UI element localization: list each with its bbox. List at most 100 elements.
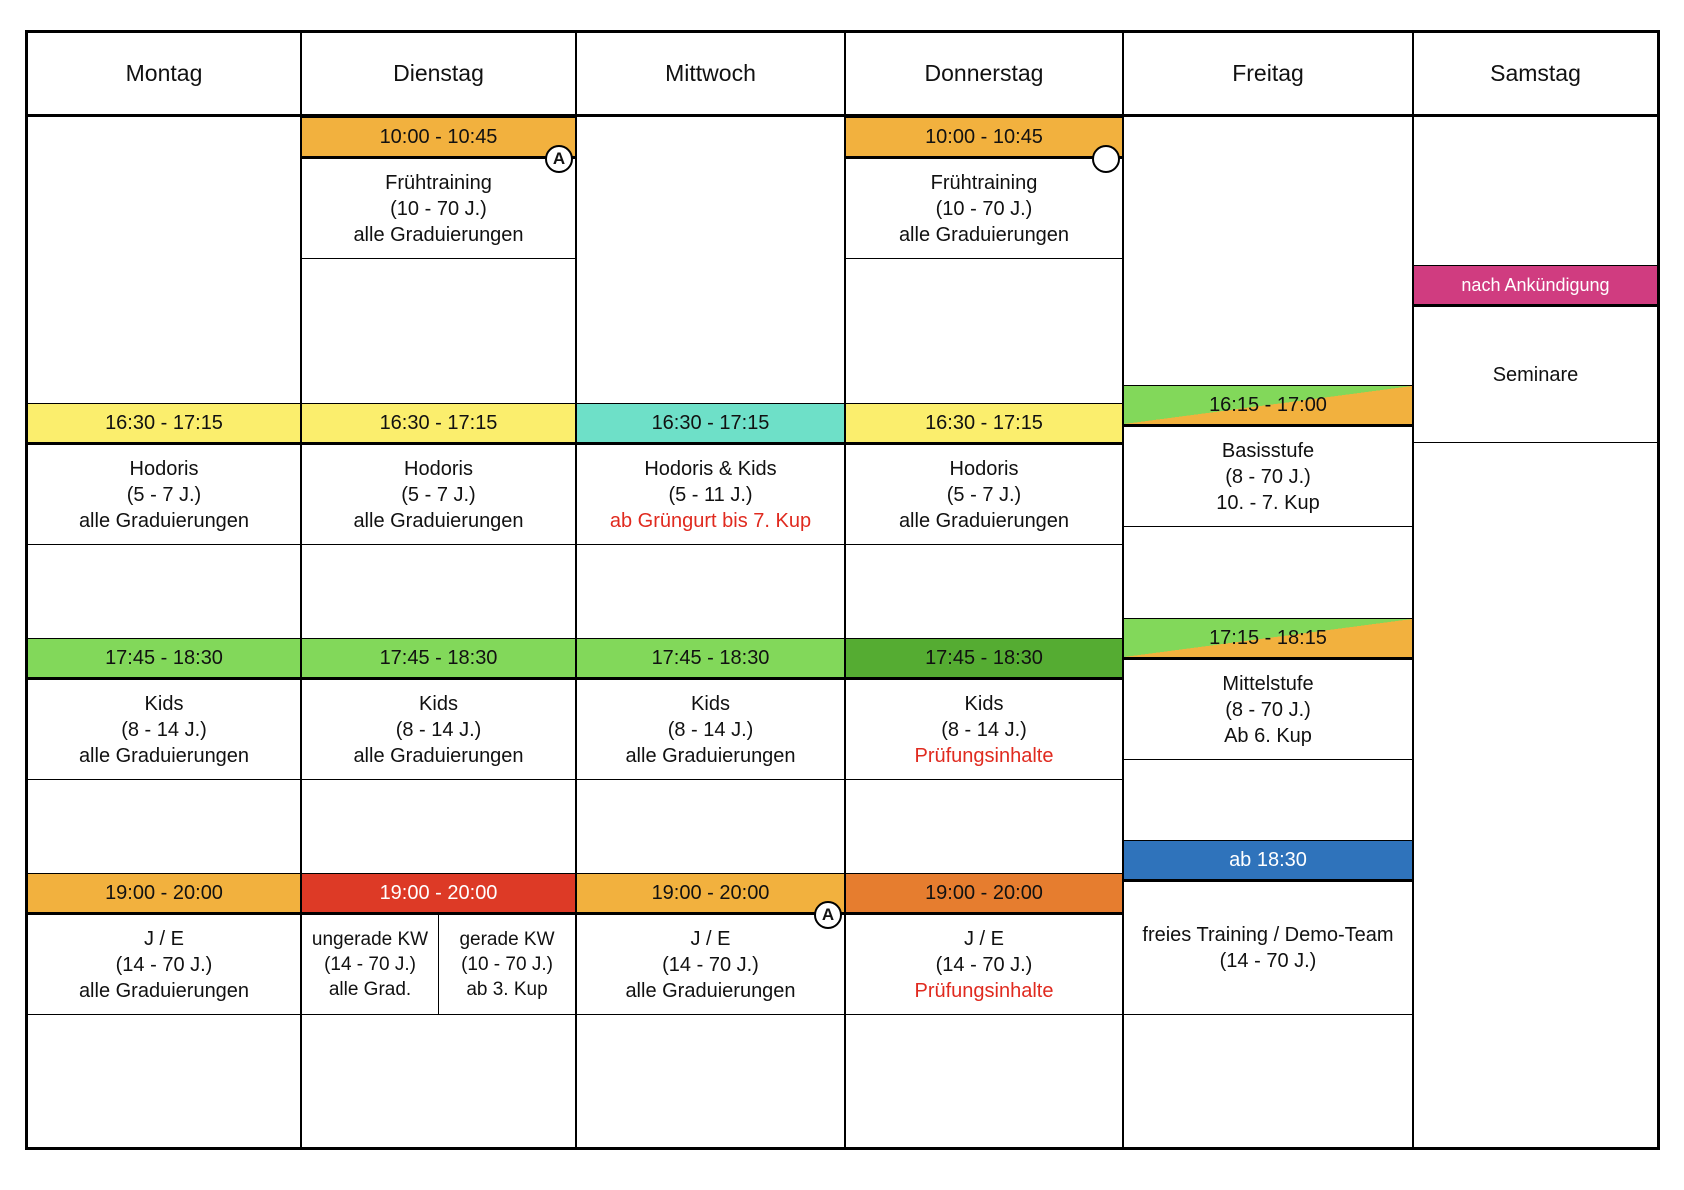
class-info: Hodoris (5 - 7 J.) alle Graduierungen xyxy=(28,445,300,545)
a-badge-icon: A xyxy=(814,901,842,929)
time-slot: 16:30 - 17:15 xyxy=(577,403,844,445)
class-info: Hodoris (5 - 7 J.) alle Graduierungen xyxy=(302,445,575,545)
class-level: alle Graduierungen xyxy=(625,979,796,1002)
time-slot: 10:00 - 10:45 xyxy=(302,117,575,159)
time-slot: 16:30 - 17:15 xyxy=(28,403,300,445)
weekly-schedule-table: Montag 16:30 - 17:15 Hodoris (5 - 7 J.) … xyxy=(25,30,1660,1150)
class-level: alle Graduierungen xyxy=(353,223,524,246)
class-level: alle Graduierungen xyxy=(78,979,250,1002)
class-age: (5 - 7 J.) xyxy=(401,483,476,506)
class-info: freies Training / Demo-Team (14 - 70 J.) xyxy=(1124,882,1412,1015)
class-level: alle Graduierungen xyxy=(625,744,796,767)
a-badge-icon: A xyxy=(545,145,573,173)
time-slot: 16:30 - 17:15 xyxy=(846,403,1122,445)
class-title: Hodoris & Kids xyxy=(644,457,777,480)
class-title: gerade KW xyxy=(459,929,555,950)
column-samstag: Samstag nach Ankündigung Seminare xyxy=(1414,33,1657,1147)
class-age: (8 - 14 J.) xyxy=(121,718,207,741)
class-info: Frühtraining (10 - 70 J.) alle Graduieru… xyxy=(302,159,575,259)
class-title: Frühtraining xyxy=(385,171,492,194)
day-header: Donnerstag xyxy=(846,33,1122,117)
class-title: Kids xyxy=(144,692,184,715)
class-age: (10 - 70 J.) xyxy=(935,197,1033,220)
class-title: Kids xyxy=(419,692,458,715)
class-info: Basisstufe (8 - 70 J.) 10. - 7. Kup xyxy=(1124,427,1412,527)
time-slot: 10:00 - 10:45 xyxy=(846,117,1122,159)
class-level: alle Graduierungen xyxy=(353,509,524,532)
time-slot: nach Ankündigung xyxy=(1414,265,1657,307)
class-age: (14 - 70 J.) xyxy=(662,953,759,976)
class-title: Hodoris xyxy=(949,457,1019,480)
class-level: Prüfungsinhalte xyxy=(914,744,1054,767)
time-slot: 17:45 - 18:30 xyxy=(577,638,844,680)
time-slot: 16:30 - 17:15 xyxy=(302,403,575,445)
class-age: (8 - 70 J.) xyxy=(1225,465,1311,488)
class-age: (5 - 11 J.) xyxy=(668,483,753,506)
class-age: (10 - 70 J.) xyxy=(461,954,553,975)
column-dienstag: Dienstag 10:00 - 10:45 A Frühtraining (1… xyxy=(302,33,577,1147)
class-age: (14 - 70 J.) xyxy=(324,954,416,975)
class-info: Mittelstufe (8 - 70 J.) Ab 6. Kup xyxy=(1124,660,1412,760)
time-slot: 19:00 - 20:00 xyxy=(846,873,1122,915)
class-level: alle Graduierungen xyxy=(78,509,250,532)
class-age: (8 - 14 J.) xyxy=(395,718,482,741)
class-title: ungerade KW xyxy=(311,929,429,950)
odd-week-info: ungerade KW (14 - 70 J.) alle Grad. xyxy=(302,915,439,1014)
day-header: Dienstag xyxy=(302,33,575,117)
class-age: (14 - 70 J.) xyxy=(1219,950,1317,972)
time-slot: 19:00 - 20:00 xyxy=(28,873,300,915)
day-header: Mittwoch xyxy=(577,33,844,117)
class-title: Frühtraining xyxy=(930,171,1038,194)
class-level: ab Grüngurt bis 7. Kup xyxy=(609,509,812,532)
class-age: (14 - 70 J.) xyxy=(115,953,213,976)
class-info: J / E (14 - 70 J.) alle Graduierungen xyxy=(577,915,844,1015)
column-donnerstag: Donnerstag 10:00 - 10:45 Frühtraining (1… xyxy=(846,33,1124,1147)
class-title: freies Training / Demo-Team xyxy=(1142,924,1394,946)
class-title: J / E xyxy=(690,927,731,950)
class-info: Kids (8 - 14 J.) alle Graduierungen xyxy=(302,680,575,780)
class-age: (8 - 14 J.) xyxy=(667,718,754,741)
class-level: 10. - 7. Kup xyxy=(1216,491,1320,514)
class-level: alle Graduierungen xyxy=(898,509,1070,532)
class-level: ab 3. Kup xyxy=(466,979,548,1000)
column-mittwoch: Mittwoch 16:30 - 17:15 Hodoris & Kids (5… xyxy=(577,33,846,1147)
class-age: (8 - 14 J.) xyxy=(941,718,1027,741)
day-header: Montag xyxy=(28,33,300,117)
class-title: Mittelstufe xyxy=(1222,672,1314,695)
class-title: J / E xyxy=(963,927,1004,950)
column-freitag: Freitag 16:15 - 17:00 Basisstufe (8 - 70… xyxy=(1124,33,1414,1147)
class-info: Hodoris & Kids (5 - 11 J.) ab Grüngurt b… xyxy=(577,445,844,545)
class-info: Kids (8 - 14 J.) alle Graduierungen xyxy=(577,680,844,780)
class-level: alle Graduierungen xyxy=(898,223,1070,246)
class-title: Seminare xyxy=(1492,363,1579,386)
class-level: alle Graduierungen xyxy=(353,744,524,767)
time-slot: 19:00 - 20:00 xyxy=(302,873,575,915)
class-info: Hodoris (5 - 7 J.) alle Graduierungen xyxy=(846,445,1122,545)
class-title: J / E xyxy=(143,927,184,950)
time-slot: 16:15 - 17:00 xyxy=(1124,385,1412,427)
class-info: J / E (14 - 70 J.) Prüfungsinhalte xyxy=(846,915,1122,1015)
class-title: Kids xyxy=(964,692,1004,715)
time-slot: 17:15 - 18:15 xyxy=(1124,618,1412,660)
time-slot: 17:45 - 18:30 xyxy=(28,638,300,680)
day-header: Samstag xyxy=(1414,33,1657,117)
time-slot: 17:45 - 18:30 xyxy=(846,638,1122,680)
class-level: Prüfungsinhalte xyxy=(914,979,1054,1002)
day-header: Freitag xyxy=(1124,33,1412,117)
class-level: alle Graduierungen xyxy=(78,744,250,767)
even-week-info: gerade KW (10 - 70 J.) ab 3. Kup xyxy=(439,915,575,1014)
class-info: J / E (14 - 70 J.) alle Graduierungen xyxy=(28,915,300,1015)
class-info: Frühtraining (10 - 70 J.) alle Graduieru… xyxy=(846,159,1122,259)
column-montag: Montag 16:30 - 17:15 Hodoris (5 - 7 J.) … xyxy=(28,33,302,1147)
class-info: Kids (8 - 14 J.) alle Graduierungen xyxy=(28,680,300,780)
time-slot: 19:00 - 20:00 xyxy=(577,873,844,915)
class-info: Kids (8 - 14 J.) Prüfungsinhalte xyxy=(846,680,1122,780)
class-info: Seminare xyxy=(1414,307,1657,443)
empty-badge-icon xyxy=(1092,145,1120,173)
class-age: (5 - 7 J.) xyxy=(946,483,1022,506)
class-title: Hodoris xyxy=(404,457,473,480)
class-title: Basisstufe xyxy=(1221,439,1315,462)
class-age: (14 - 70 J.) xyxy=(935,953,1033,976)
class-title: Hodoris xyxy=(129,457,199,480)
class-age: (5 - 7 J.) xyxy=(126,483,202,506)
